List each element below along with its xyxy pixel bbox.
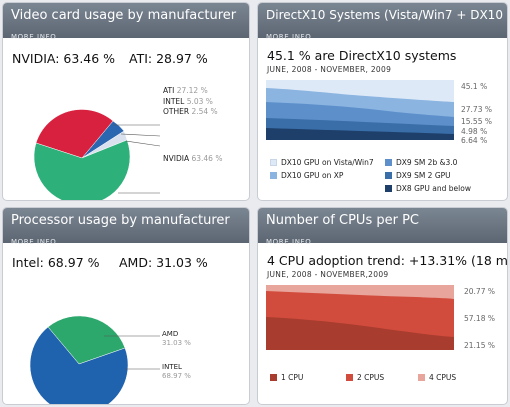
nvidia-stat: NVIDIA: 63.46 % xyxy=(12,51,116,66)
pie-slice-nvidia xyxy=(33,139,131,200)
legend-2-cpus: 2 CPUS xyxy=(346,373,384,382)
dx10-right-label-4: 4.98 % xyxy=(461,127,488,136)
processor-header: Processor usage by manufacturer MORE INF… xyxy=(3,208,249,246)
video-card-title: Video card usage by manufacturer xyxy=(11,8,237,23)
processor-pie-chart xyxy=(29,315,160,404)
ati-stat: ATI: 28.97 % xyxy=(129,51,208,66)
ncpu-right-label-2: 57.18 % xyxy=(464,314,495,323)
intel-stat: Intel: 68.97 % xyxy=(12,255,100,270)
amd-stat: AMD: 31.03 % xyxy=(119,255,208,270)
directx10-panel: DirectX10 Systems (Vista/Win7 + DX10 GPU… xyxy=(257,2,508,201)
dx10-area-dx8 xyxy=(266,128,454,140)
cpus-per-pc-title: Number of CPUs per PC xyxy=(266,213,419,228)
intel-cpu-label: INTEL 68.97 % xyxy=(162,363,191,380)
cpus-per-pc-panel: Number of CPUs per PC MORE INFO 4 CPU ad… xyxy=(257,207,508,405)
dx10-right-label-3: 15.55 % xyxy=(461,117,492,126)
directx10-title: DirectX10 Systems (Vista/Win7 + DX10 GPU… xyxy=(266,8,507,22)
processor-title: Processor usage by manufacturer xyxy=(11,213,230,228)
dx10-more-info-link[interactable]: MORE INFO xyxy=(266,33,312,41)
cpus-area-chart xyxy=(266,285,454,350)
ncpu-date-range: JUNE, 2008 - NOVEMBER,2009 xyxy=(267,270,389,279)
processor-panel: Processor usage by manufacturer MORE INF… xyxy=(2,207,250,405)
ncpu-more-info-link[interactable]: MORE INFO xyxy=(266,238,312,246)
ncpu-right-label-1: 20.77 % xyxy=(464,287,495,296)
dx10-date-range: JUNE, 2008 - NOVEMBER, 2009 xyxy=(267,65,392,74)
ati-label: ATI 27.12 % xyxy=(163,86,208,95)
ncpu-area-1cpu xyxy=(266,317,454,350)
video-pie-chart xyxy=(33,109,161,200)
cpus-per-pc-header: Number of CPUs per PC MORE INFO xyxy=(258,208,507,246)
dx10-right-label-2: 27.73 % xyxy=(461,105,492,114)
leader-intel xyxy=(120,133,161,137)
ncpu-headline: 4 CPU adoption trend: +13.31% (18 mos) xyxy=(267,253,508,268)
legend-dx10-vista: DX10 GPU on Vista/Win7 xyxy=(270,158,374,167)
intel-label: INTEL 5.03 % xyxy=(163,97,213,106)
ncpu-right-label-3: 21.15 % xyxy=(464,341,495,350)
dx10-right-label-5: 6.64 % xyxy=(461,136,488,145)
pie-slice-ati xyxy=(35,109,114,159)
dx10-headline: 45.1 % are DirectX10 systems xyxy=(267,48,457,63)
video-card-header: Video card usage by manufacturer MORE IN… xyxy=(3,3,249,41)
legend-dx9-sm2b: DX9 SM 2b &3.0 xyxy=(385,158,457,167)
other-label: OTHER 2.54 % xyxy=(163,107,218,116)
legend-dx10-xp: DX10 GPU on XP xyxy=(270,171,343,180)
nvidia-label: NVIDIA 63.46 % xyxy=(163,154,223,163)
video-more-info-link[interactable]: MORE INFO xyxy=(11,33,57,41)
cpu-more-info-link[interactable]: MORE INFO xyxy=(11,238,57,246)
legend-4-cpus: 4 CPUS xyxy=(418,373,456,382)
dx10-right-label-1: 45.1 % xyxy=(461,82,488,91)
leader-other xyxy=(125,140,161,147)
amd-label: AMD 31.03 % xyxy=(162,330,191,347)
legend-1-cpu: 1 CPU xyxy=(270,373,303,382)
pie-slice-amd xyxy=(47,315,126,365)
dx10-area-chart xyxy=(266,80,454,140)
pie-slice-intel-cpu xyxy=(29,326,129,404)
legend-dx9-sm2: DX9 SM 2 GPU xyxy=(385,171,451,180)
legend-dx8: DX8 GPU and below xyxy=(385,184,471,193)
directx10-header: DirectX10 Systems (Vista/Win7 + DX10 GPU… xyxy=(258,3,507,41)
video-card-panel: Video card usage by manufacturer MORE IN… xyxy=(2,2,250,201)
